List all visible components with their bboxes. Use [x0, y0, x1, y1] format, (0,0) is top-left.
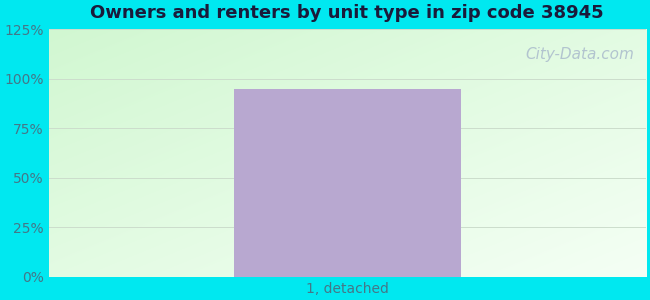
Text: City-Data.com: City-Data.com	[525, 46, 634, 62]
Bar	[234, 89, 461, 277]
Title: Owners and renters by unit type in zip code 38945: Owners and renters by unit type in zip c…	[90, 4, 604, 22]
